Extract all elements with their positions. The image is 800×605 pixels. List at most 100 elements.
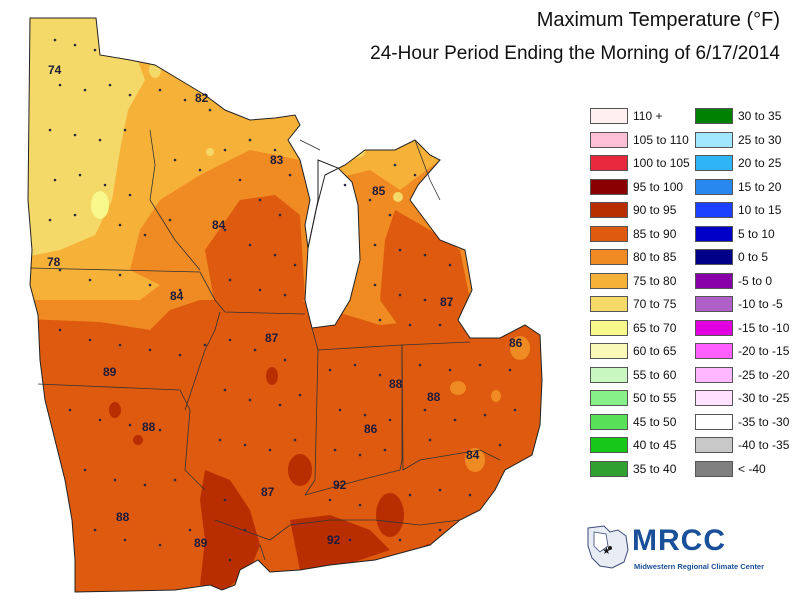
legend-item: 30 to 35 [695,107,781,125]
legend-swatch [695,413,733,430]
legend-label: 95 to 100 [633,179,684,194]
legend-label: 15 to 20 [738,179,782,194]
legend-swatch [695,249,733,265]
legend-label: -30 to -25 [738,391,790,405]
legend-item: 0 to 5 [695,248,768,266]
legend-swatch [695,319,733,336]
region-90-95-sw [200,470,260,590]
logo-subtitle: Midwestern Regional Climate Center [634,562,765,571]
map-subtitle: 24-Hour Period Ending the Morning of 6/1… [370,43,780,64]
legend-item: -5 to 0 [695,272,772,290]
legend-swatch [590,296,628,312]
map-value: 74 [48,63,62,77]
map-value: 87 [261,485,275,499]
map-values: 74 82 83 85 84 78 84 87 86 89 87 88 88 8… [47,63,523,550]
legend-swatch [695,178,733,195]
map-value: 89 [103,365,117,379]
legend-item: -25 to -20 [695,366,789,384]
legend-label: 5 to 10 [738,226,775,241]
legend-swatch [590,272,628,289]
legend-swatch [695,272,733,289]
legend-label: 85 to 90 [633,226,677,241]
legend-swatch [590,108,628,124]
mrcc-logo: ★ MRCC Midwestern Regional Climate Cente… [582,518,792,588]
legend-label: -35 to -30 [738,414,790,429]
legend-label: 65 to 70 [633,320,677,335]
legend-swatch [695,155,733,171]
legend-item: 60 to 65 [590,342,676,360]
legend-item: 105 to 110 [590,131,689,149]
legend-item: 20 to 25 [695,154,781,172]
map-value: 88 [427,390,441,404]
legend-swatch [590,155,628,171]
map-value: 85 [372,184,386,198]
legend-swatch [590,460,628,477]
legend-label: 50 to 55 [633,391,677,405]
map-value: 92 [327,533,341,547]
legend-label: 40 to 45 [633,438,677,452]
legend-item: -10 to -5 [695,295,783,313]
legend-label: -40 to -35 [738,438,790,452]
legend-label: 60 to 65 [633,344,677,358]
legend-label: 45 to 50 [633,414,677,429]
map-title: Maximum Temperature (°F) [536,9,780,31]
legend-label: 35 to 40 [633,461,677,476]
legend-swatch [590,437,628,453]
legend-item: 65 to 70 [590,319,676,337]
legend-label: 105 to 110 [633,132,689,147]
map-value: 88 [142,420,156,434]
map-value: 88 [116,510,130,524]
legend-swatch [590,131,628,148]
midwest-map-icon: ★ [587,525,629,569]
legend-item: 90 to 95 [590,201,676,219]
legend-item: < -40 [695,460,766,478]
region-90-95-il [288,454,312,486]
legend-swatch [590,343,628,359]
map-value: 84 [212,218,226,232]
map-value: 83 [270,153,284,167]
map-value: 86 [509,336,523,350]
legend-label: 25 to 30 [738,132,782,147]
legend-label: -25 to -20 [738,367,790,382]
map-value: 78 [47,255,61,269]
legend-item: 85 to 90 [590,225,676,243]
map-value: 84 [170,289,184,303]
legend-label: 10 to 15 [738,203,782,217]
region-90-95-ky [376,493,404,537]
spot-70-75-5 [393,192,403,202]
legend-swatch [590,319,628,336]
logo-name: MRCC [632,524,726,557]
legend-item: 50 to 55 [590,389,676,407]
region-70-75 [28,18,145,262]
legend-label: 75 to 80 [633,273,677,288]
legend-item: 100 to 105 [590,154,690,172]
legend-swatch [695,296,733,312]
map-value: 87 [440,295,454,309]
legend-swatch [590,178,628,195]
legend-item: -20 to -15 [695,342,789,360]
legend-item: 5 to 10 [695,225,775,243]
map-value: 89 [194,536,208,550]
legend-item: 15 to 20 [695,178,781,196]
region-outline [27,17,543,593]
legend-item: -30 to -25 [695,389,789,407]
legend-item: 25 to 30 [695,131,781,149]
legend-item: 10 to 15 [695,201,781,219]
legend-swatch [695,390,733,406]
station-dots [48,38,517,562]
legend-item: 70 to 75 [590,295,676,313]
legend-swatch [590,413,628,430]
legend-swatch [695,202,733,218]
region-90-95-ia [109,402,121,418]
legend-label: 110 + [633,109,663,123]
legend-item: -40 to -35 [695,436,789,454]
spot-70-75-2 [206,148,214,156]
legend-label: 30 to 35 [738,109,782,123]
legend-swatch [695,108,733,124]
legend-swatch [590,366,628,383]
legend-swatch [695,343,733,359]
legend-item: -15 to -10 [695,319,789,337]
spot-65-70 [91,191,109,219]
legend-swatch [590,202,628,218]
